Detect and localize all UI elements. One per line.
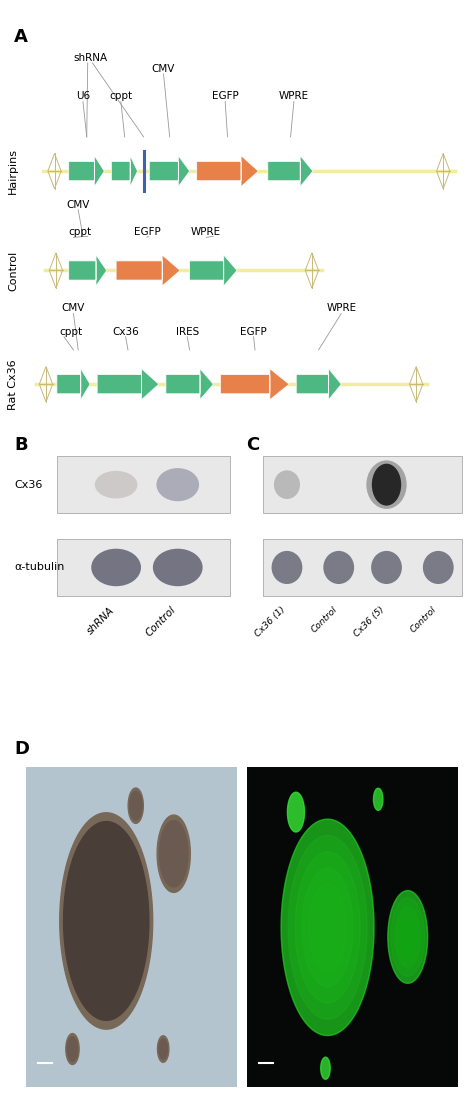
Text: Cx36 (1): Cx36 (1) bbox=[253, 605, 287, 639]
FancyBboxPatch shape bbox=[26, 767, 237, 1087]
Ellipse shape bbox=[323, 551, 354, 584]
Text: A: A bbox=[14, 28, 28, 45]
Polygon shape bbox=[374, 788, 383, 810]
Polygon shape bbox=[388, 891, 428, 984]
Polygon shape bbox=[149, 156, 190, 187]
Polygon shape bbox=[281, 819, 374, 1036]
Polygon shape bbox=[399, 916, 417, 958]
Text: EGFP: EGFP bbox=[212, 92, 238, 102]
Ellipse shape bbox=[95, 470, 137, 498]
Text: WPRE: WPRE bbox=[279, 92, 309, 102]
Text: Control: Control bbox=[8, 251, 18, 290]
Ellipse shape bbox=[91, 549, 141, 586]
Text: Hairpins: Hairpins bbox=[8, 148, 18, 194]
Polygon shape bbox=[69, 255, 107, 286]
Polygon shape bbox=[220, 369, 289, 400]
Text: CMV: CMV bbox=[62, 304, 85, 314]
Text: IRES: IRES bbox=[175, 327, 199, 337]
Polygon shape bbox=[159, 1039, 167, 1059]
Ellipse shape bbox=[423, 551, 454, 584]
Text: EGFP: EGFP bbox=[240, 327, 267, 337]
Ellipse shape bbox=[272, 551, 302, 584]
Ellipse shape bbox=[274, 470, 300, 499]
Polygon shape bbox=[116, 255, 180, 286]
Text: U6: U6 bbox=[76, 92, 90, 102]
Polygon shape bbox=[157, 1036, 169, 1062]
Polygon shape bbox=[281, 819, 374, 1036]
Text: EGFP: EGFP bbox=[134, 227, 160, 237]
FancyBboxPatch shape bbox=[57, 539, 230, 596]
Text: shRNA: shRNA bbox=[85, 605, 116, 636]
FancyBboxPatch shape bbox=[263, 539, 462, 596]
Polygon shape bbox=[321, 1058, 330, 1080]
FancyBboxPatch shape bbox=[247, 767, 458, 1087]
Polygon shape bbox=[197, 156, 258, 187]
Polygon shape bbox=[295, 851, 360, 1004]
Text: cppt: cppt bbox=[69, 227, 92, 237]
Polygon shape bbox=[66, 1033, 79, 1064]
Polygon shape bbox=[166, 369, 213, 400]
Text: Cx36: Cx36 bbox=[14, 479, 43, 490]
Polygon shape bbox=[157, 815, 190, 892]
Text: cppt: cppt bbox=[109, 92, 132, 102]
Text: WPRE: WPRE bbox=[191, 227, 221, 237]
Text: Cx36: Cx36 bbox=[112, 327, 139, 337]
Ellipse shape bbox=[366, 460, 407, 509]
Text: α-tubulin: α-tubulin bbox=[14, 562, 64, 573]
Text: cppt: cppt bbox=[59, 327, 82, 337]
Polygon shape bbox=[309, 884, 346, 970]
Polygon shape bbox=[67, 1037, 78, 1061]
Text: shRNA: shRNA bbox=[73, 53, 107, 63]
Text: Control: Control bbox=[309, 605, 339, 635]
Text: C: C bbox=[246, 436, 260, 454]
Polygon shape bbox=[129, 792, 142, 820]
Polygon shape bbox=[296, 369, 341, 400]
Text: Rat Cx36: Rat Cx36 bbox=[8, 359, 18, 410]
Polygon shape bbox=[302, 868, 353, 987]
Polygon shape bbox=[60, 813, 153, 1029]
Polygon shape bbox=[287, 793, 304, 832]
Polygon shape bbox=[97, 369, 159, 400]
Text: B: B bbox=[14, 436, 28, 454]
Polygon shape bbox=[57, 369, 90, 400]
Polygon shape bbox=[288, 836, 367, 1019]
FancyBboxPatch shape bbox=[263, 456, 462, 513]
Polygon shape bbox=[69, 156, 104, 187]
Text: Cx36 (5): Cx36 (5) bbox=[353, 605, 386, 639]
Ellipse shape bbox=[371, 551, 402, 584]
Text: WPRE: WPRE bbox=[326, 304, 356, 314]
Polygon shape bbox=[190, 255, 237, 286]
Ellipse shape bbox=[156, 468, 199, 501]
Polygon shape bbox=[268, 156, 313, 187]
Polygon shape bbox=[395, 906, 421, 967]
Text: D: D bbox=[14, 740, 29, 757]
Polygon shape bbox=[64, 821, 149, 1020]
Polygon shape bbox=[160, 820, 188, 887]
Ellipse shape bbox=[372, 464, 401, 506]
Text: Control: Control bbox=[144, 605, 178, 639]
Polygon shape bbox=[128, 788, 143, 824]
Text: Control: Control bbox=[409, 605, 438, 635]
Polygon shape bbox=[391, 898, 425, 976]
FancyBboxPatch shape bbox=[57, 456, 230, 513]
Text: CMV: CMV bbox=[152, 64, 175, 74]
Polygon shape bbox=[111, 156, 137, 187]
Ellipse shape bbox=[153, 549, 202, 586]
Text: CMV: CMV bbox=[66, 200, 90, 210]
